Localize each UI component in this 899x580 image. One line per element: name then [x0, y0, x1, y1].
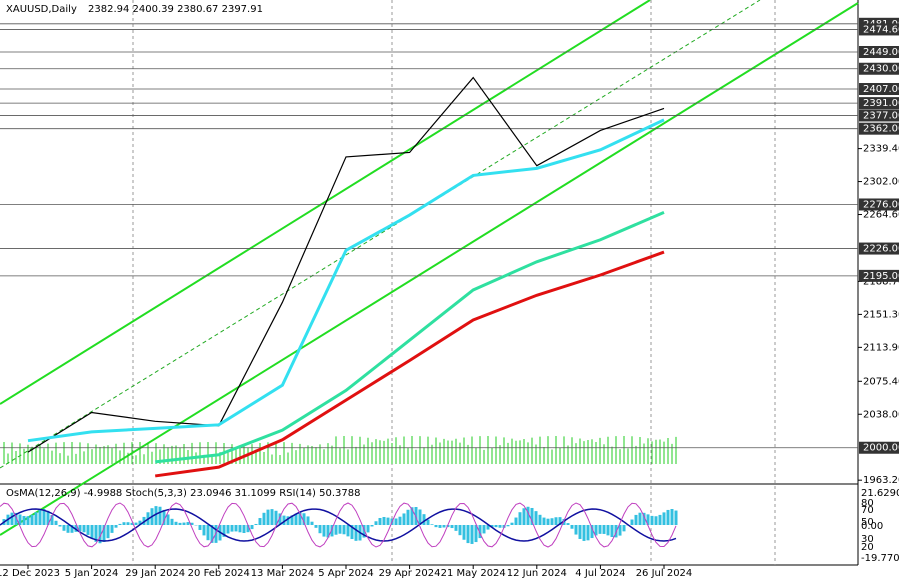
- y-tick-label: 2302.00: [863, 177, 899, 188]
- level-label: 2430.00: [863, 64, 899, 75]
- level-box: [859, 269, 899, 282]
- level-label: 2407.00: [863, 84, 899, 95]
- indicator-tick-label: 20: [861, 542, 874, 553]
- x-tick-label: 29 Apr 2024: [379, 568, 441, 579]
- x-tick-label: 21 May 2024: [441, 568, 506, 579]
- x-tick-label: 26 Jul 2024: [636, 568, 693, 579]
- level-label: 2362.00: [863, 124, 899, 135]
- indicator-title: OsMA(12,26,9) -4.9988 Stoch(5,3,3) 23.09…: [6, 488, 361, 499]
- indicator-tick-label: 30: [861, 534, 874, 545]
- indicator-tick-label: -19.7705: [861, 553, 899, 564]
- x-tick-label: 20 Feb 2024: [188, 568, 250, 579]
- series-line: [27, 76, 665, 453]
- level-box: [859, 62, 899, 75]
- y-tick-label: 2151.30: [863, 309, 899, 320]
- y-tick-label: 2188.70: [863, 276, 899, 287]
- level-label: 2377.00: [863, 110, 899, 121]
- level-box: [859, 109, 899, 122]
- y-tick-label: 1963.20: [863, 475, 899, 486]
- series-line: [27, 118, 665, 443]
- series-line: [154, 250, 665, 478]
- level-label: 2000.00: [863, 443, 899, 454]
- level-box: [859, 97, 899, 110]
- level-box: [859, 122, 899, 135]
- level-box: [859, 242, 899, 255]
- level-box: [859, 198, 899, 211]
- indicator-tick-label: 70: [861, 505, 874, 516]
- vertical-grid: [132, 0, 776, 565]
- level-box: [859, 83, 899, 96]
- x-tick-label: 12 Dec 2023: [0, 568, 60, 579]
- y-tick-label: 2075.40: [863, 376, 899, 387]
- x-tick-label: 5 Jan 2024: [65, 568, 119, 579]
- chart-subtitle: 2382.94 2400.39 2380.67 2397.91: [88, 4, 263, 15]
- level-box: [859, 441, 899, 454]
- indicator-tick-label: 21.6290: [861, 488, 899, 499]
- series-line: [155, 211, 665, 464]
- x-tick-label: 4 Jul 2024: [575, 568, 625, 579]
- level-box: [859, 23, 899, 36]
- level-label: 2391.00: [863, 98, 899, 109]
- indicator-tick-label: 50: [861, 517, 874, 528]
- trend-channel: [0, 0, 859, 536]
- level-label: 2195.00: [863, 271, 899, 282]
- x-tick-label: 29 Jan 2024: [125, 568, 185, 579]
- indicator-tick-label: 80: [861, 498, 874, 509]
- chart-title: XAUUSD,Daily: [6, 4, 77, 15]
- y-tick-label: 2038.00: [863, 409, 899, 420]
- y-tick-label: 2113.90: [863, 342, 899, 353]
- y-tick-label: 2264.60: [863, 210, 899, 221]
- channel-midline: [0, 0, 761, 469]
- level-box: [859, 46, 899, 59]
- x-tick-label: 5 Apr 2024: [318, 568, 373, 579]
- x-tick-label: 13 Mar 2024: [251, 568, 314, 579]
- level-label: 2449.00: [863, 47, 899, 58]
- y-tick-label: 2339.40: [863, 144, 899, 155]
- oscillator: [0, 502, 678, 548]
- x-tick-label: 12 Jun 2024: [507, 568, 567, 579]
- level-label: 2276.00: [863, 199, 899, 210]
- indicator-tick-label: 0.00: [861, 521, 883, 532]
- level-label: 2226.00: [863, 244, 899, 255]
- level-label: 2474.60: [863, 24, 899, 35]
